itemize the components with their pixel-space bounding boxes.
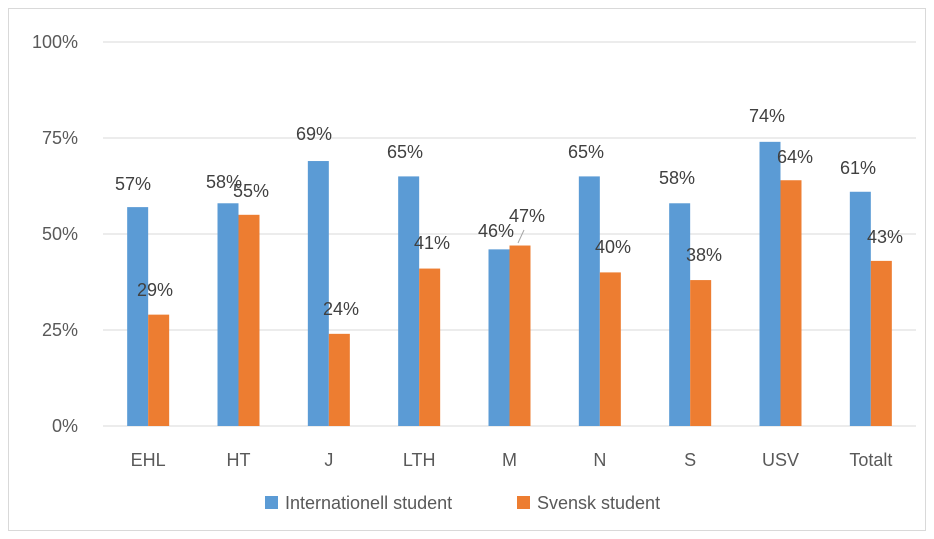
data-label-internationell: 58% <box>206 172 242 192</box>
data-label-svensk: 43% <box>867 227 903 247</box>
bar-svensk-student <box>780 180 802 426</box>
data-label-internationell: 65% <box>568 142 604 162</box>
data-label-svensk: 47% <box>509 206 545 226</box>
y-tick-label: 100% <box>32 32 78 52</box>
bar-internationell-student <box>127 207 149 426</box>
x-category-label: EHL <box>131 450 166 470</box>
data-label-svensk: 64% <box>777 147 813 167</box>
x-category-label: S <box>684 450 696 470</box>
x-category-label: Totalt <box>849 450 892 470</box>
bar-svensk-student <box>148 314 170 426</box>
y-tick-label: 0% <box>52 416 78 436</box>
bar-svensk-student <box>419 268 441 426</box>
data-label-leader-line <box>517 229 525 244</box>
legend-label-svensk: Svensk student <box>537 493 660 513</box>
bar-svensk-student <box>509 245 531 426</box>
data-label-svensk: 29% <box>137 280 173 300</box>
data-label-internationell: 61% <box>840 158 876 178</box>
bar-internationell-student <box>578 176 600 426</box>
legend-swatch-svensk <box>517 496 530 509</box>
data-label-internationell: 58% <box>659 168 695 188</box>
bar-internationell-student <box>217 203 239 426</box>
y-tick-label: 25% <box>42 320 78 340</box>
data-label-internationell: 57% <box>115 174 151 194</box>
x-category-label: M <box>502 450 517 470</box>
bar-svensk-student <box>599 272 621 426</box>
data-label-svensk: 24% <box>323 299 359 319</box>
data-label-internationell: 46% <box>478 221 514 241</box>
x-category-label: J <box>324 450 333 470</box>
bar-internationell-student <box>849 191 871 426</box>
legend-swatch-internationell <box>265 496 278 509</box>
bar-internationell-student <box>307 161 329 427</box>
data-label-svensk: 40% <box>595 237 631 257</box>
x-category-label: USV <box>762 450 799 470</box>
data-label-internationell: 69% <box>296 124 332 144</box>
bar-svensk-student <box>328 333 350 426</box>
bar-svensk-student <box>690 280 712 426</box>
data-label-svensk: 41% <box>414 233 450 253</box>
data-label-svensk: 55% <box>233 181 269 201</box>
bar-svensk-student <box>870 260 892 426</box>
data-label-internationell: 74% <box>749 106 785 126</box>
bar-internationell-student <box>398 176 420 426</box>
bar-internationell-student <box>488 249 510 426</box>
bar-internationell-student <box>759 141 781 426</box>
y-tick-label: 75% <box>42 128 78 148</box>
legend-label-internationell: Internationell student <box>285 493 452 513</box>
bar-internationell-student <box>669 203 691 426</box>
data-label-internationell: 65% <box>387 142 423 162</box>
data-label-svensk: 38% <box>686 245 722 265</box>
x-category-label: HT <box>227 450 251 470</box>
x-category-label: N <box>593 450 606 470</box>
y-tick-label: 50% <box>42 224 78 244</box>
bar-svensk-student <box>238 214 260 426</box>
x-category-label: LTH <box>403 450 436 470</box>
